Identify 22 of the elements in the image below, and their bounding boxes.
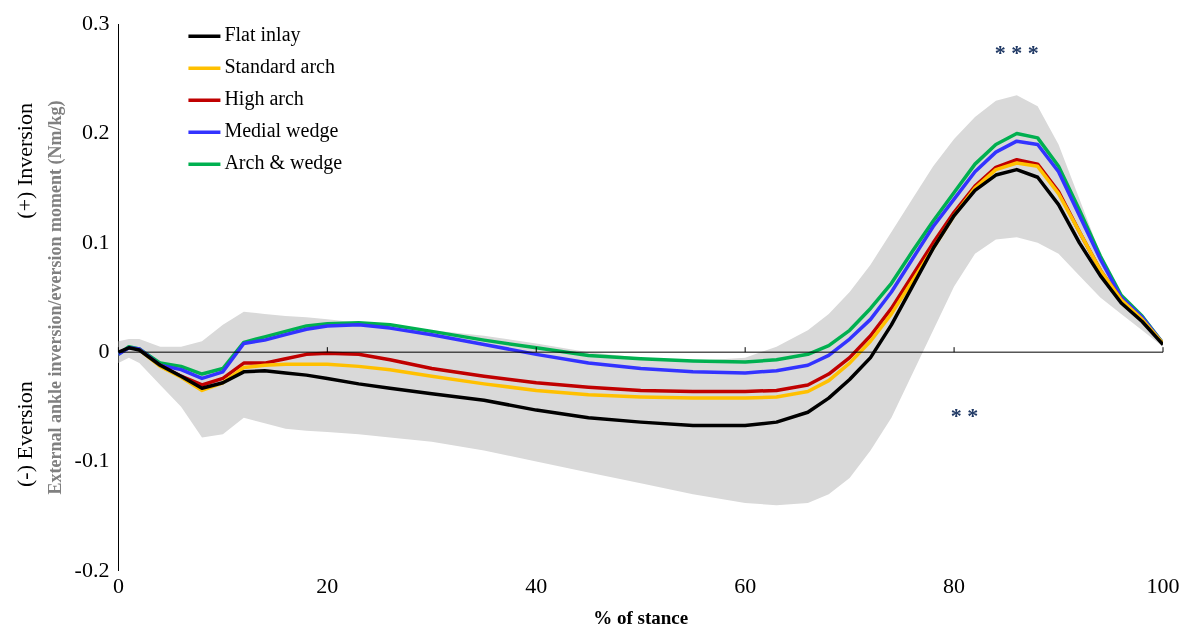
- annotation: * *: [950, 403, 979, 429]
- y-tick-label: 0.1: [81, 228, 110, 254]
- y-tick-label: -0.2: [74, 556, 110, 582]
- x-tick-label: 80: [943, 572, 966, 598]
- x-tick-label: 60: [734, 572, 757, 598]
- x-tick-label: 100: [1146, 572, 1180, 598]
- annotation: * * *: [994, 39, 1039, 65]
- y-tick-label: -0.1: [74, 447, 110, 473]
- legend-label: Arch & wedge: [224, 151, 343, 175]
- x-axis-title: % of stance: [593, 606, 689, 628]
- x-tick-label: 20: [316, 572, 339, 598]
- y-tick-label: 0.3: [81, 9, 110, 35]
- y-tick-label: 0: [98, 337, 110, 363]
- legend-label: Standard arch: [224, 55, 335, 78]
- y-tick-label: 0.2: [81, 119, 110, 145]
- legend-label: Medial wedge: [224, 119, 339, 143]
- y-axis-title: External ankle inversion/eversion moment (Nm/kg): [45, 100, 67, 495]
- legend-label: High arch: [224, 87, 304, 111]
- text: (+) Inversion: [11, 103, 37, 219]
- text: (-) Eversion: [11, 381, 37, 487]
- legend-label: Flat inlay: [224, 23, 301, 47]
- x-tick-label: 40: [525, 572, 548, 598]
